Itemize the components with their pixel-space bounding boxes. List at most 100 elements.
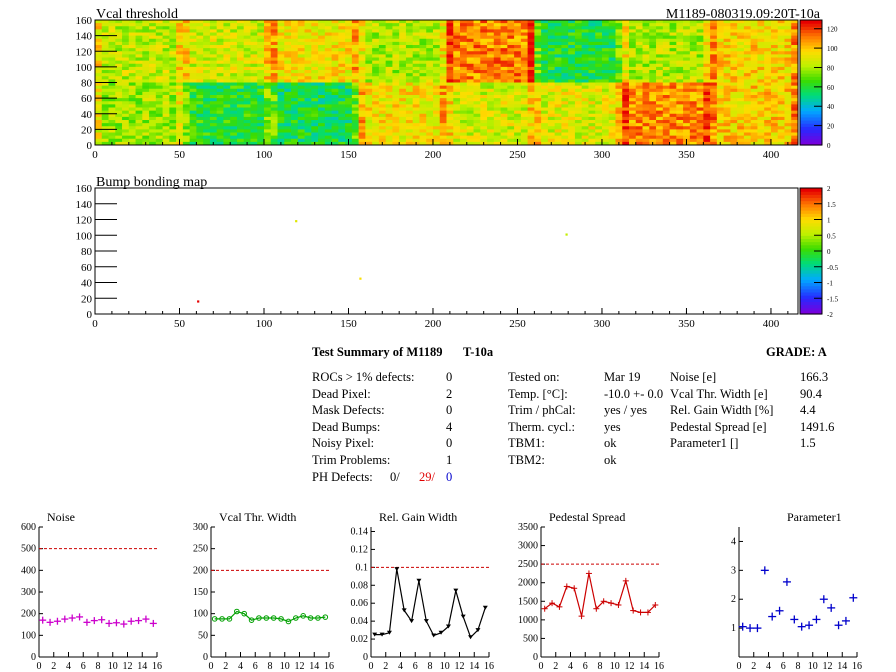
- threshold-cell: [230, 120, 238, 124]
- threshold-cell: [432, 29, 441, 33]
- threshold-cell: [466, 141, 474, 146]
- threshold-cell: [230, 141, 238, 146]
- threshold-cell: [541, 95, 549, 99]
- vcal-threshold-title: Vcal threshold: [96, 7, 178, 22]
- threshold-cell: [230, 38, 238, 43]
- threshold-cell: [324, 51, 332, 55]
- threshold-cell: [392, 126, 400, 130]
- threshold-cell: [554, 91, 562, 96]
- threshold-cell: [115, 116, 123, 121]
- threshold-cell: [108, 101, 116, 105]
- threshold-cell: [710, 29, 718, 33]
- threshold-cell: [115, 126, 123, 130]
- threshold-cell: [223, 32, 231, 37]
- threshold-cell: [493, 73, 501, 77]
- threshold-cell: [304, 110, 312, 115]
- threshold-cell: [365, 113, 373, 118]
- threshold-cell: [574, 57, 583, 62]
- threshold-cell: [243, 38, 251, 43]
- threshold-cell: [358, 113, 366, 118]
- threshold-cell: [703, 32, 711, 37]
- threshold-cell: [385, 70, 393, 74]
- threshold-cell: [318, 51, 326, 55]
- threshold-cell: [318, 91, 326, 96]
- threshold-cell: [399, 32, 407, 37]
- threshold-cell: [142, 32, 150, 37]
- threshold-cell: [155, 79, 163, 83]
- threshold-cell: [324, 82, 332, 87]
- threshold-cell: [257, 101, 265, 105]
- threshold-cell: [203, 116, 211, 121]
- threshold-cell: [750, 60, 758, 65]
- threshold-cell: [318, 38, 326, 43]
- threshold-cell: [493, 76, 501, 80]
- threshold-cell: [689, 70, 698, 74]
- threshold-cell: [439, 60, 447, 65]
- threshold-cell: [656, 132, 664, 137]
- threshold-cell: [439, 88, 447, 93]
- threshold-cell: [209, 23, 218, 27]
- threshold-cell: [514, 35, 522, 40]
- threshold-cell: [101, 126, 109, 130]
- map2-palette-band: [800, 222, 822, 227]
- threshold-cell: [297, 32, 305, 37]
- threshold-cell: [615, 88, 623, 93]
- threshold-cell: [547, 60, 556, 65]
- threshold-cell: [642, 70, 650, 74]
- condition-row-value: Mar 19: [604, 370, 641, 384]
- threshold-cell: [250, 26, 258, 30]
- threshold-cell: [683, 60, 691, 65]
- threshold-cell: [432, 35, 441, 40]
- map2-palette-band: [800, 269, 822, 274]
- threshold-cell: [561, 38, 569, 43]
- map2-palette-band: [800, 238, 822, 243]
- threshold-cell: [561, 20, 569, 24]
- threshold-cell: [324, 120, 332, 124]
- threshold-cell: [615, 20, 623, 24]
- threshold-cell: [500, 73, 508, 77]
- threshold-cell: [723, 120, 731, 124]
- threshold-cell: [574, 51, 583, 55]
- threshold-cell: [392, 98, 400, 102]
- threshold-cell: [547, 70, 556, 74]
- threshold-cell: [716, 45, 725, 49]
- threshold-cell: [203, 135, 211, 140]
- threshold-cell: [608, 51, 616, 55]
- threshold-cell: [216, 135, 224, 140]
- threshold-cell: [696, 107, 704, 112]
- threshold-cell: [689, 104, 698, 108]
- threshold-cell: [236, 120, 245, 124]
- threshold-cell: [101, 141, 109, 146]
- threshold-cell: [777, 73, 785, 77]
- threshold-cell: [710, 23, 718, 27]
- threshold-cell: [595, 32, 603, 37]
- threshold-cell: [149, 129, 157, 133]
- threshold-cell: [263, 20, 272, 24]
- threshold-cell: [541, 132, 549, 137]
- threshold-cell: [770, 120, 779, 124]
- threshold-cell: [372, 110, 380, 115]
- threshold-cell: [493, 116, 501, 121]
- threshold-cell: [297, 48, 305, 52]
- threshold-cell: [223, 70, 231, 74]
- threshold-cell: [250, 85, 258, 90]
- threshold-cell: [189, 123, 197, 127]
- threshold-cell: [426, 76, 434, 80]
- threshold-cell: [520, 95, 529, 99]
- threshold-cell: [392, 95, 400, 99]
- defect-row-label: Dead Bumps:: [312, 419, 381, 434]
- threshold-cell: [541, 113, 549, 118]
- plot-ytick-label: 3: [731, 565, 736, 576]
- threshold-cell: [135, 101, 143, 105]
- threshold-cell: [487, 126, 495, 130]
- threshold-cell: [101, 113, 109, 118]
- threshold-cell: [764, 116, 772, 121]
- threshold-cell: [155, 48, 163, 52]
- threshold-cell: [730, 110, 738, 115]
- threshold-cell: [541, 66, 549, 71]
- threshold-cell: [500, 79, 508, 83]
- threshold-cell: [554, 129, 562, 133]
- threshold-cell: [101, 135, 109, 140]
- threshold-cell: [669, 132, 677, 137]
- threshold-cell: [574, 41, 583, 46]
